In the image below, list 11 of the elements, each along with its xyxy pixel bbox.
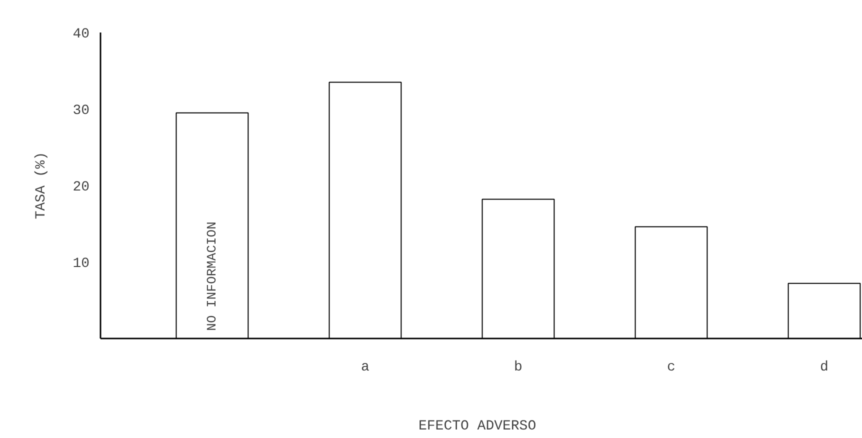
y-tick-label: 20: [72, 180, 90, 196]
y-tick-label: 40: [72, 26, 90, 42]
x-tick-label: b: [514, 360, 522, 376]
x-tick-label: c: [667, 360, 676, 376]
y-tick-label: 30: [72, 103, 90, 119]
y-axis-title: TASA (%): [34, 152, 50, 220]
x-tick-label: a: [361, 360, 370, 376]
x-axis-title: EFECTO ADVERSO: [418, 418, 536, 434]
x-tick-label: d: [820, 360, 828, 376]
annotation: NO INFORMACION: [204, 222, 220, 331]
y-tick-label: 10: [72, 256, 90, 272]
